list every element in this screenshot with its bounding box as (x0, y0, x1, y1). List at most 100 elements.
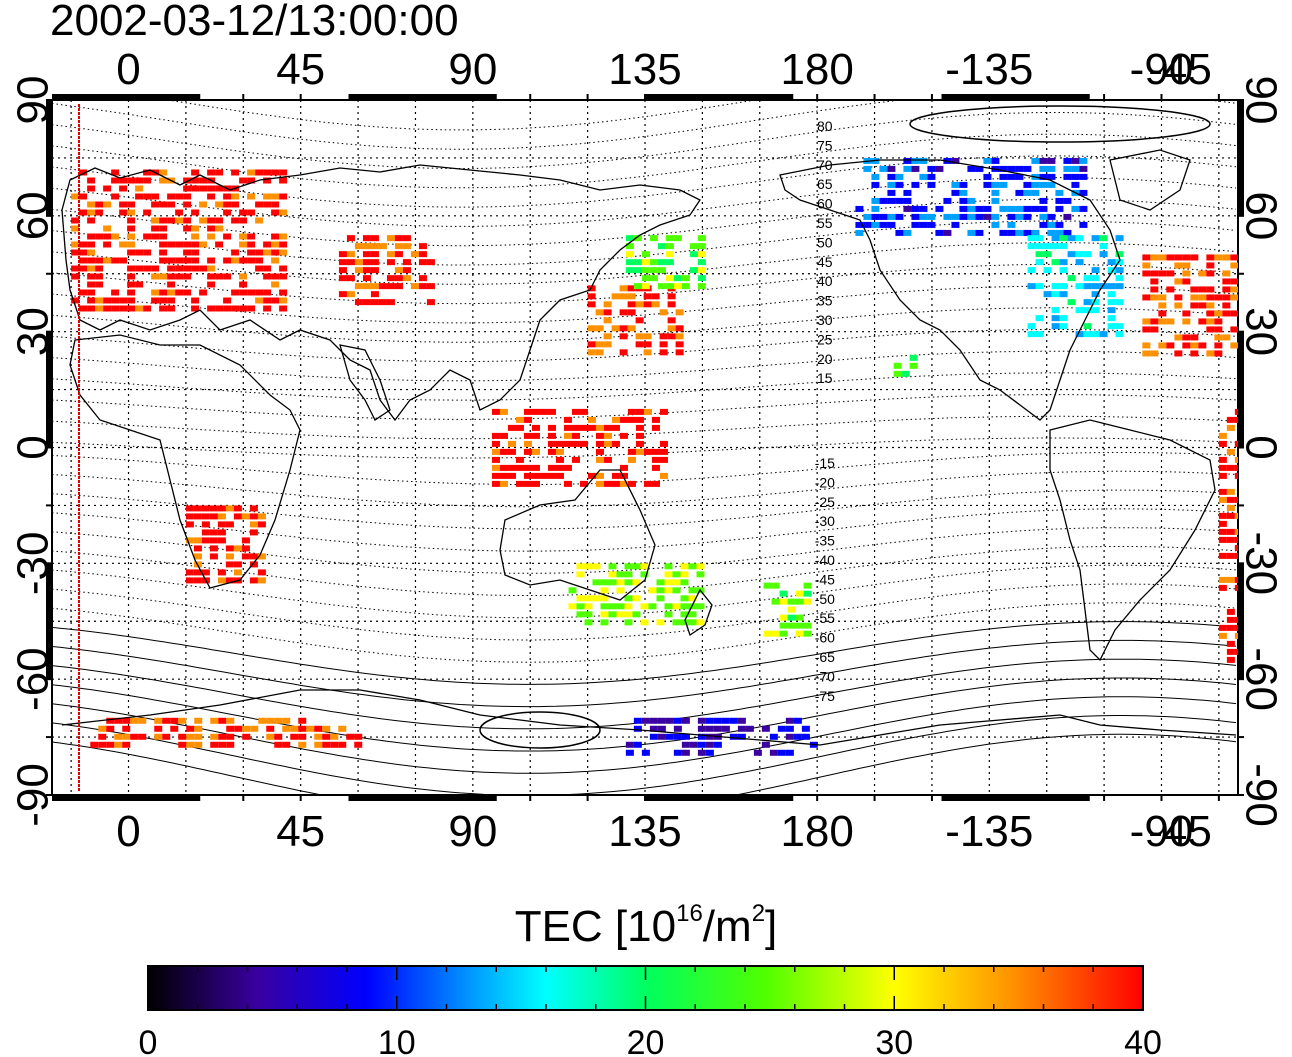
tec-cell (207, 257, 216, 264)
tec-cell (600, 587, 609, 594)
tec-cell (927, 221, 936, 228)
contour-labels: 80 75 70 65 60 55 50 45 40 35 30 25 20 15 -15 -20 -25 -30… (815, 118, 835, 704)
colorbar-title: TEC [1016/m2] (0, 900, 1292, 952)
tec-cell (603, 432, 612, 439)
tec-cell (1222, 334, 1231, 341)
tec-cell (314, 725, 323, 732)
tec-cell (249, 521, 258, 528)
colorbar-tick-label: 40 (1124, 1024, 1162, 1057)
tec-cell (186, 725, 195, 732)
tec-cell (159, 201, 168, 208)
coastlines (61, 105, 1237, 749)
tec-cell (127, 177, 136, 184)
tec-cell (595, 456, 604, 463)
tec-cell (282, 717, 291, 724)
tec-cell (122, 741, 131, 748)
tec-cell (263, 249, 272, 256)
tec-cell (515, 424, 524, 431)
tec-cell (1043, 267, 1052, 274)
tec-cell (643, 349, 652, 356)
tec-cell (191, 209, 200, 216)
tec-cell (737, 717, 746, 724)
tec-cell (975, 205, 984, 212)
tec-cell (1218, 464, 1227, 471)
tec-cell (298, 733, 307, 740)
tec-cell (697, 243, 706, 250)
tec-cell (1035, 243, 1044, 250)
tec-cell (1027, 283, 1036, 290)
tec-cell (234, 725, 243, 732)
tec-cell (745, 725, 754, 732)
tec-cell (1158, 294, 1167, 301)
tec-cell (871, 197, 880, 204)
colorbar-title-main: TEC [10 (514, 902, 677, 951)
tec-cell (1166, 318, 1175, 325)
tec-cell (159, 177, 168, 184)
tec-cell (608, 579, 617, 586)
tec-cell (1259, 513, 1267, 519)
tec-cell (257, 521, 266, 528)
lon-tick-bottom: 90 (448, 807, 497, 856)
tec-cell (1206, 310, 1215, 317)
tec-cell (579, 424, 588, 431)
tec-cell (354, 283, 363, 290)
tec-cell (250, 725, 259, 732)
tec-cell (635, 416, 644, 423)
tec-cell (1283, 473, 1291, 479)
tec-cell (523, 464, 532, 471)
tec-cell (777, 725, 786, 732)
contour-label: 35 (817, 293, 833, 309)
tec-cell (491, 440, 500, 447)
tec-cell (191, 185, 200, 192)
tec-cell (271, 297, 280, 304)
tec-cell (1075, 331, 1084, 338)
tec-cell (1007, 221, 1016, 228)
tec-cell (919, 173, 928, 180)
tec-cell (210, 741, 219, 748)
tec-cell (648, 587, 657, 594)
tec-cell (1267, 473, 1275, 479)
tec-cell (1222, 294, 1231, 301)
tec-cell (624, 571, 633, 578)
tec-cell (1246, 278, 1254, 284)
tec-cell (887, 197, 896, 204)
tec-cell (1039, 181, 1048, 188)
coast-india (339, 344, 391, 421)
tec-cell (183, 201, 192, 208)
tec-cell (1035, 315, 1044, 322)
tec-cell (79, 257, 88, 264)
tec-cell (95, 281, 104, 288)
tec-cell (159, 225, 168, 232)
tec-cell (1047, 181, 1056, 188)
tec-cell (1234, 648, 1238, 655)
tec-cell (619, 293, 628, 300)
tec-cell (696, 571, 705, 578)
tec-cell (1158, 302, 1167, 309)
tec-cell (95, 209, 104, 216)
tec-cell (991, 157, 1000, 164)
tec-cell (138, 717, 147, 724)
tec-cell (223, 273, 232, 280)
tec-cell (1234, 472, 1238, 479)
tec-cell (106, 717, 115, 724)
tec-cell (787, 614, 796, 621)
tec-cell (1091, 235, 1100, 242)
tec-cell (664, 579, 673, 586)
tec-cell (1234, 624, 1238, 631)
tec-cell (1079, 173, 1088, 180)
tec-cell (1251, 409, 1259, 415)
tec-cell (87, 177, 96, 184)
tec-cell (1206, 302, 1215, 309)
tec-cell (803, 590, 812, 597)
tec-cell (1071, 205, 1080, 212)
tec-cell (1063, 229, 1072, 236)
tec-cell (672, 619, 681, 626)
contour-label: 60 (817, 196, 833, 212)
tec-cell (370, 259, 379, 266)
contour-label: -25 (815, 494, 835, 510)
contour-label: -20 (815, 474, 835, 490)
tec-cell (95, 233, 104, 240)
tec-cell (1251, 425, 1259, 431)
tec-cell (927, 165, 936, 172)
tec-cell (1091, 299, 1100, 306)
